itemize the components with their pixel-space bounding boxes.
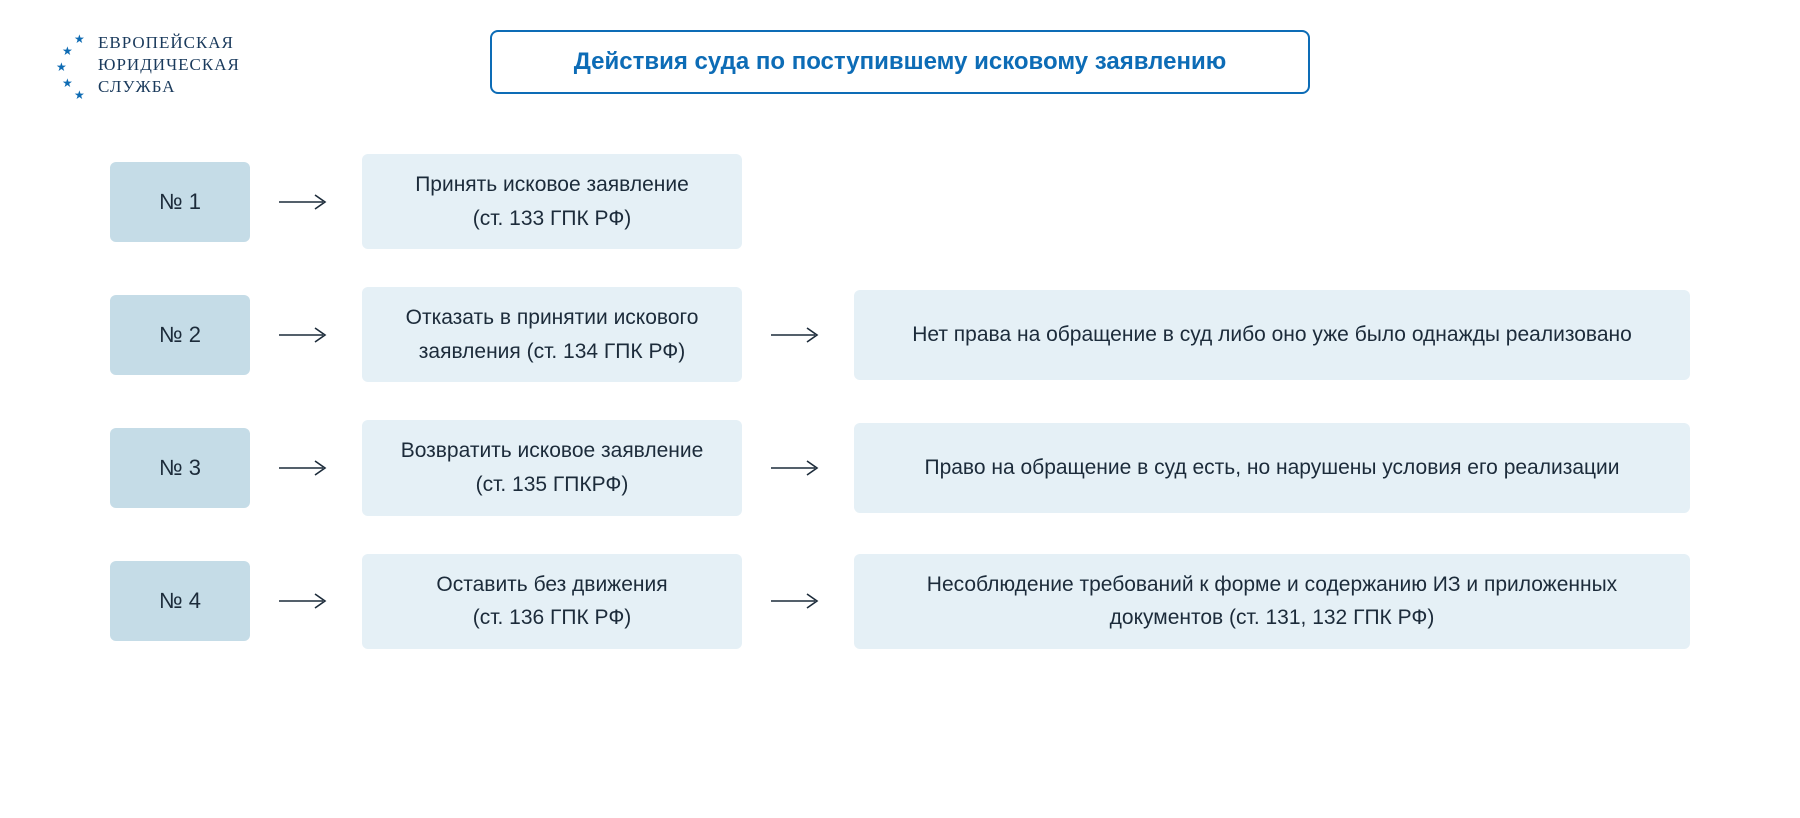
row-number: № 3 — [110, 428, 250, 508]
arrow-icon — [276, 325, 336, 345]
action-box: Оставить без движения (ст. 136 ГПК РФ) — [362, 554, 742, 649]
row-number: № 2 — [110, 295, 250, 375]
description-box: Нет права на обращение в суд либо оно уж… — [854, 290, 1690, 380]
row-number: № 1 — [110, 162, 250, 242]
logo-line1: ЕВРОПЕЙСКАЯ — [98, 32, 240, 54]
logo-stars: ★ ★ ★ ★ ★ — [60, 30, 90, 100]
action-line1: Принять исковое заявление — [415, 168, 689, 202]
action-line2: (ст. 135 ГПКРФ) — [476, 468, 629, 502]
flow-rows: № 1 Принять исковое заявление (ст. 133 Г… — [50, 154, 1750, 649]
arrow-icon — [768, 325, 828, 345]
title-box: Действия суда по поступившему исковому з… — [490, 30, 1310, 94]
action-line2: заявления (ст. 134 ГПК РФ) — [419, 335, 685, 369]
description-box: Несоблюдение требований к форме и содерж… — [854, 554, 1690, 649]
action-line1: Оставить без движения — [436, 568, 667, 602]
action-box: Отказать в принятии искового заявления (… — [362, 287, 742, 382]
arrow-icon — [768, 591, 828, 611]
arrow-icon — [276, 591, 336, 611]
page-title: Действия суда по поступившему исковому з… — [522, 48, 1278, 76]
action-line1: Возвратить исковое заявление — [401, 434, 704, 468]
logo-line2: ЮРИДИЧЕСКАЯ — [98, 54, 240, 76]
action-line2: (ст. 136 ГПК РФ) — [473, 601, 632, 635]
flow-row-1: № 1 Принять исковое заявление (ст. 133 Г… — [110, 154, 1690, 249]
action-box: Принять исковое заявление (ст. 133 ГПК Р… — [362, 154, 742, 249]
brand-logo: ★ ★ ★ ★ ★ ЕВРОПЕЙСКАЯ ЮРИДИЧЕСКАЯ СЛУЖБА — [60, 30, 240, 100]
row-number: № 4 — [110, 561, 250, 641]
arrow-icon — [276, 192, 336, 212]
action-line1: Отказать в принятии искового — [406, 301, 699, 335]
action-line2: (ст. 133 ГПК РФ) — [473, 202, 632, 236]
arrow-icon — [276, 458, 336, 478]
flow-row-4: № 4 Оставить без движения (ст. 136 ГПК Р… — [110, 554, 1690, 649]
arrow-icon — [768, 458, 828, 478]
flow-row-2: № 2 Отказать в принятии искового заявлен… — [110, 287, 1690, 382]
logo-text: ЕВРОПЕЙСКАЯ ЮРИДИЧЕСКАЯ СЛУЖБА — [98, 32, 240, 98]
action-box: Возвратить исковое заявление (ст. 135 ГП… — [362, 420, 742, 515]
description-box: Право на обращение в суд есть, но наруше… — [854, 423, 1690, 513]
flow-row-3: № 3 Возвратить исковое заявление (ст. 13… — [110, 420, 1690, 515]
logo-line3: СЛУЖБА — [98, 76, 240, 98]
